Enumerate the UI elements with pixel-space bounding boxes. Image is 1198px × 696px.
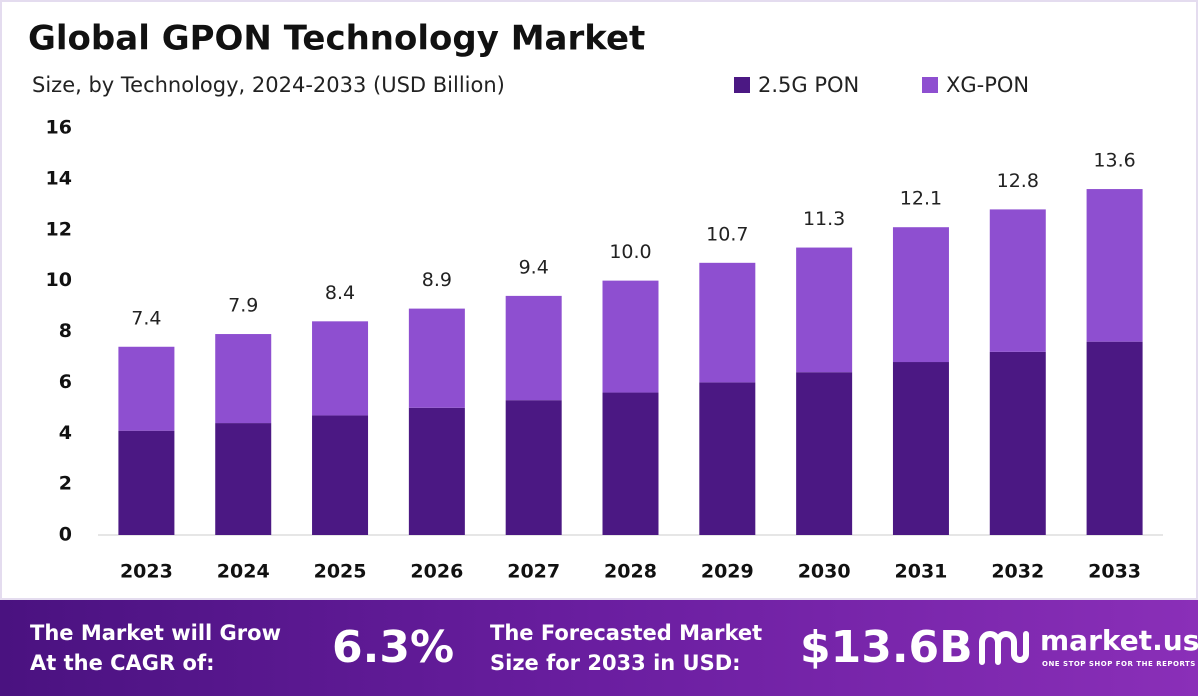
y-tick-label: 0 [59,524,72,546]
bar-segment [118,346,175,431]
footer: The Market will Grow At the CAGR of: 6.3%… [0,600,1198,696]
x-tick-label: 2026 [410,561,463,583]
total-label: 8.4 [325,282,355,304]
y-tick-label: 14 [46,167,72,189]
total-label: 12.8 [997,170,1039,192]
brand-name: market.us [1040,624,1198,657]
chart-title: Global GPON Technology Market [28,19,645,59]
bar-segment [215,423,272,535]
bar-segment [505,295,562,401]
forecast-value: $13.6B [800,622,973,673]
x-tick-label: 2023 [120,561,173,583]
total-label: 12.1 [900,188,942,210]
total-label: 8.9 [422,269,452,291]
x-tick-label: 2027 [507,561,560,583]
forecast-text: The Forecasted Market Size for 2033 in US… [490,621,763,675]
y-tick-label: 4 [59,422,72,444]
bar-segment [989,209,1046,352]
bar-segment [118,430,175,535]
bar-segment [1086,189,1143,342]
cagr-value: 6.3% [332,622,455,673]
bar-segment [312,415,369,535]
bar-segment [602,280,659,393]
chart: Global GPON Technology Market Size, by T… [0,0,1198,600]
bar-segment [892,362,949,535]
bar-segment [505,400,562,535]
bar-segment [408,407,465,535]
x-tick-label: 2024 [217,561,270,583]
total-label: 11.3 [803,208,845,230]
chart-subtitle: Size, by Technology, 2024-2033 (USD Bill… [32,73,505,97]
bar-segment [796,247,853,373]
bar-segment [892,227,949,363]
total-label: 9.4 [519,256,549,278]
bar-segment [215,334,272,424]
total-label: 13.6 [1093,150,1135,172]
brand-logo [979,631,1029,665]
brand-tagline: ONE STOP SHOP FOR THE REPORTS [1042,660,1196,668]
y-tick-label: 12 [46,218,72,240]
x-tick-label: 2028 [604,561,657,583]
bar-segment [699,382,756,535]
y-tick-label: 6 [59,371,72,393]
x-tick-label: 2029 [701,561,754,583]
total-label: 7.4 [131,307,161,329]
legend-label: XG-PON [946,73,1029,97]
x-tick-label: 2030 [798,561,851,583]
bar-segment [408,308,465,408]
total-label: 10.7 [706,223,748,245]
total-label: 10.0 [609,241,651,263]
x-tick-label: 2031 [895,561,948,583]
bar-segment [1086,341,1143,535]
y-tick-label: 10 [46,269,72,291]
legend-swatch [734,77,750,93]
y-tick-label: 2 [59,473,72,495]
bar-segment [989,351,1046,535]
bar-segment [796,372,853,535]
legend-swatch [922,77,938,93]
cagr-text: The Market will Grow At the CAGR of: [30,621,281,675]
x-tick-label: 2025 [314,561,367,583]
bar-segment [312,321,369,416]
y-tick-label: 8 [59,320,72,342]
bar-segment [602,392,659,535]
bar-segment [699,262,756,383]
x-tick-label: 2032 [991,561,1044,583]
legend-label: 2.5G PON [758,73,859,97]
x-tick-label: 2033 [1088,561,1141,583]
total-label: 7.9 [228,295,258,317]
y-tick-label: 16 [46,117,72,139]
